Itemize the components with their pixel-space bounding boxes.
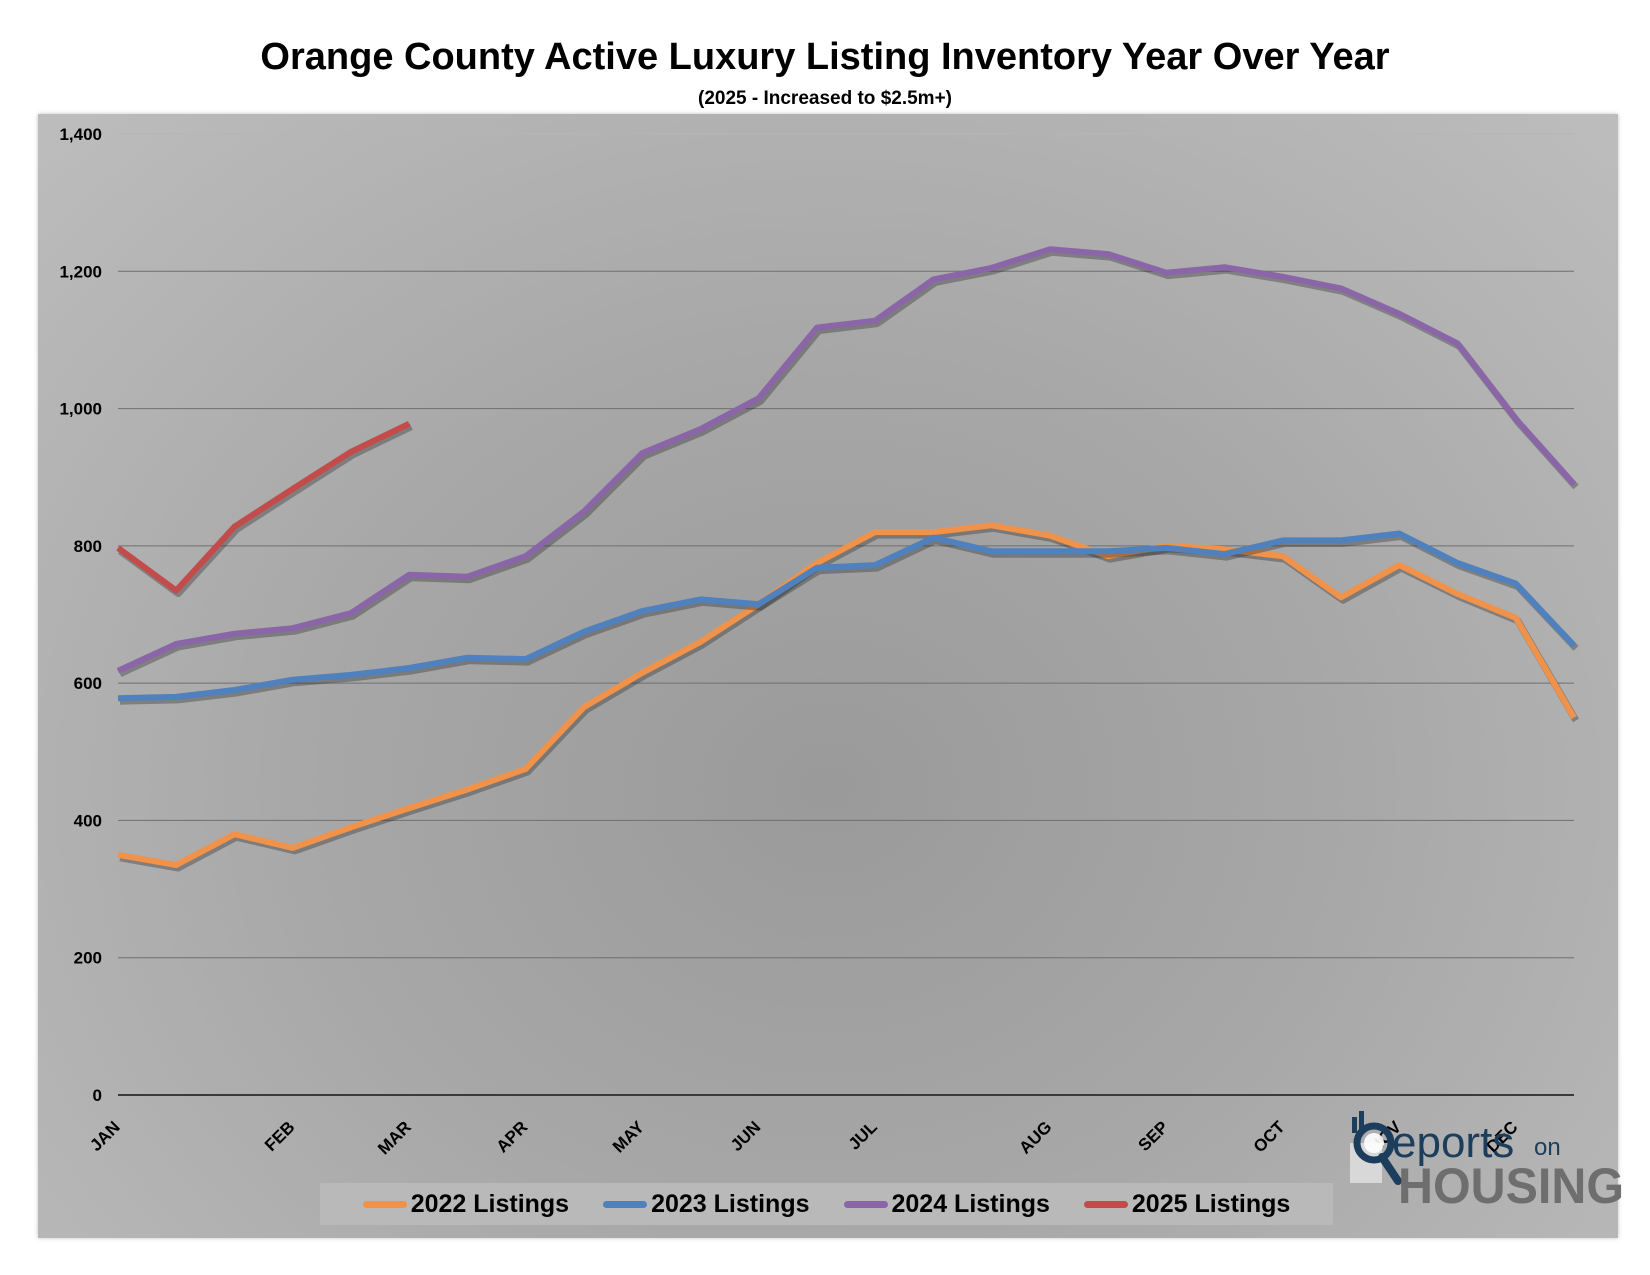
- series-lines: [116, 246, 1580, 872]
- legend-swatch: [362, 1200, 407, 1208]
- logo-bar-2: [1359, 1111, 1364, 1133]
- logo-magnifier-icon: [1353, 1122, 1395, 1164]
- legend-label: 2022 Listings: [410, 1189, 570, 1218]
- y-tick-label: 1,000: [59, 400, 102, 419]
- legend-item: 2024 Listings: [843, 1189, 1050, 1219]
- axes: 0 200 400 600 800 1,000 1,200 1,400 JAN FEB MAR APR…: [59, 125, 1574, 1158]
- legend-item: 2025 Listings: [1083, 1189, 1291, 1219]
- legend-label: 2025 Listings: [1131, 1189, 1291, 1218]
- series-line-shadow: [119, 533, 1579, 705]
- logo-text-reports: eports: [1392, 1118, 1514, 1167]
- x-tick-label: JUL: [845, 1117, 881, 1153]
- series-line: [116, 420, 411, 594]
- series-line: [116, 246, 1577, 674]
- plot-area: 0 200 400 600 800 1,000 1,200 1,400 JAN FEB MAR APR…: [38, 114, 1624, 1238]
- legend-label: 2023 Listings: [651, 1189, 810, 1218]
- gridlines: [118, 133, 1574, 959]
- legend-item: 2023 Listings: [603, 1189, 810, 1219]
- logo-text-housing: HOUSING: [1398, 1158, 1624, 1209]
- x-tick-label: MAR: [374, 1117, 415, 1158]
- x-tick-label: OCT: [1250, 1117, 1289, 1156]
- series-line: [117, 522, 1577, 868]
- y-tick-label: 1,200: [59, 262, 102, 281]
- x-tick-label: JAN: [86, 1117, 123, 1154]
- y-tick-label: 1,400: [59, 125, 102, 144]
- x-tick-label: FEB: [261, 1117, 298, 1154]
- legend: 2022 Listings 2023 Listings 2024 Listings 2…: [320, 1183, 1333, 1225]
- series-line-shadow: [119, 524, 1580, 872]
- logo-text-on: on: [1534, 1134, 1561, 1161]
- y-tick-label: 400: [74, 811, 102, 830]
- y-tick-label: 800: [74, 537, 102, 556]
- x-tick-label: AUG: [1015, 1117, 1055, 1157]
- x-tick-label: MAY: [609, 1117, 649, 1157]
- legend-swatch: [843, 1200, 888, 1208]
- series-1: [117, 522, 1580, 872]
- legend-label: 2024 Listings: [891, 1189, 1050, 1218]
- x-tick-label: APR: [493, 1117, 532, 1156]
- y-tick-label: 200: [74, 949, 102, 968]
- y-tick-label: 0: [93, 1086, 102, 1105]
- legend-swatch: [603, 1200, 648, 1208]
- series-line: [117, 530, 1577, 702]
- series-2: [117, 530, 1579, 705]
- legend-swatch: [1083, 1200, 1128, 1208]
- reports-on-housing-logo: eports on HOUSING: [1350, 1111, 1624, 1209]
- series-4: [116, 420, 413, 597]
- chart-subtitle: (2025 - Increased to $2.5m+): [698, 88, 952, 109]
- logo-bar-1: [1352, 1117, 1357, 1133]
- series-line-shadow: [117, 423, 413, 597]
- x-tick-label: JUN: [727, 1117, 764, 1154]
- chart-title: Orange County Active Luxury Listing Inve…: [260, 36, 1390, 78]
- y-tick-label: 600: [74, 674, 102, 693]
- series-3: [116, 246, 1579, 677]
- legend-item: 2022 Listings: [362, 1189, 570, 1219]
- line-chart: 0 200 400 600 800 1,000 1,200 1,400 JAN FEB MAR APR…: [59, 125, 1580, 1158]
- x-tick-label: SEP: [1135, 1117, 1172, 1154]
